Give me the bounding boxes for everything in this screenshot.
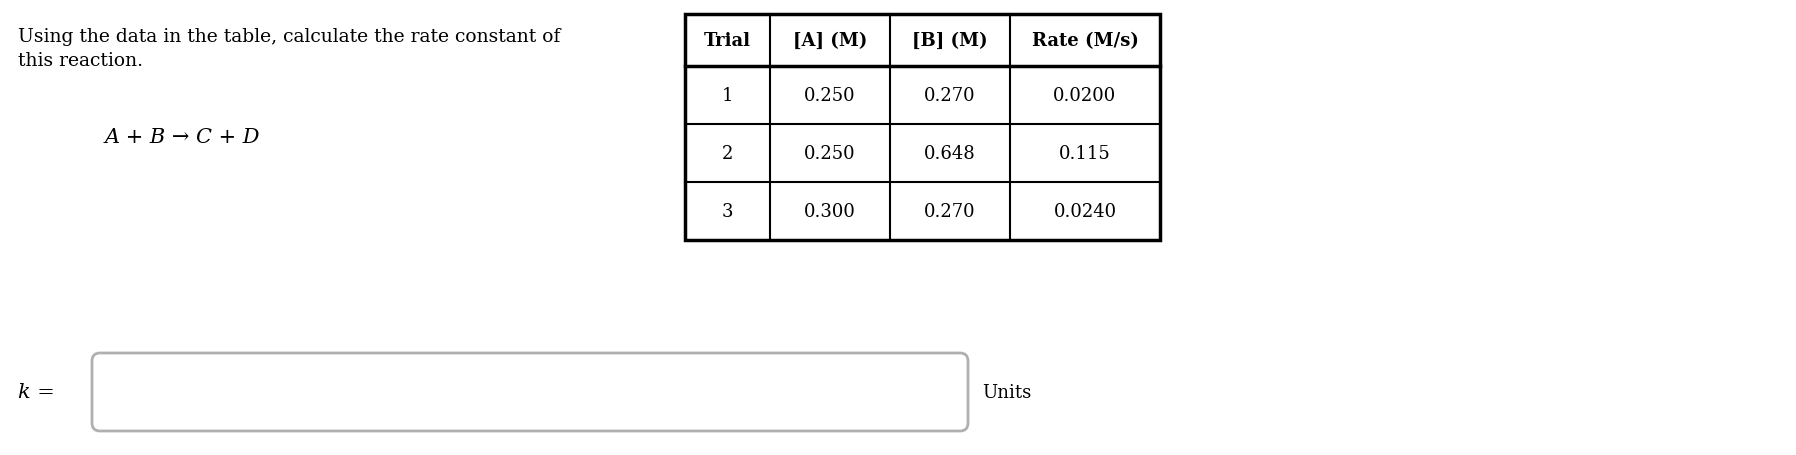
Text: this reaction.: this reaction. xyxy=(18,52,144,70)
Text: A + B → C + D: A + B → C + D xyxy=(104,128,260,147)
Text: Units: Units xyxy=(982,383,1031,401)
Text: 0.115: 0.115 xyxy=(1060,145,1112,162)
Text: 3: 3 xyxy=(722,202,733,221)
Text: k =: k = xyxy=(18,383,54,402)
FancyBboxPatch shape xyxy=(92,353,968,431)
Text: 0.250: 0.250 xyxy=(805,87,857,105)
Text: 0.0200: 0.0200 xyxy=(1054,87,1117,105)
Text: Using the data in the table, calculate the rate constant of: Using the data in the table, calculate t… xyxy=(18,28,560,46)
Text: 2: 2 xyxy=(722,145,733,162)
Text: 0.250: 0.250 xyxy=(805,145,857,162)
Text: Trial: Trial xyxy=(704,32,751,50)
Text: 0.0240: 0.0240 xyxy=(1054,202,1117,221)
Text: 0.270: 0.270 xyxy=(925,87,975,105)
Text: [A] (M): [A] (M) xyxy=(792,32,867,50)
Text: Rate (M/s): Rate (M/s) xyxy=(1031,32,1139,50)
Text: 0.300: 0.300 xyxy=(805,202,857,221)
Text: [B] (M): [B] (M) xyxy=(912,32,988,50)
Text: 0.648: 0.648 xyxy=(925,145,975,162)
Text: 1: 1 xyxy=(722,87,733,105)
Text: 0.270: 0.270 xyxy=(925,202,975,221)
Bar xyxy=(684,15,1160,241)
